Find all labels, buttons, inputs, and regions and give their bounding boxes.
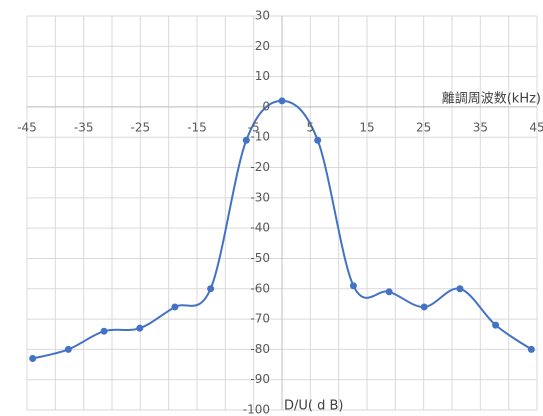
x-tick-label: -15 (187, 120, 207, 134)
x-tick-label: -45 (17, 120, 37, 134)
data-point (171, 303, 179, 311)
data-point (385, 288, 393, 296)
labels: -100-90-80-70-60-50-40-30-20-100102030-4… (17, 9, 543, 416)
x-tick-label: 35 (473, 120, 488, 134)
data-point (242, 136, 250, 144)
data-point (349, 282, 357, 290)
x-tick-label: -25 (131, 120, 151, 134)
y-tick-label: 20 (255, 39, 270, 53)
x-axis-title: 離調周波数(kHz) (442, 91, 541, 106)
y-tick-label: -70 (250, 312, 270, 326)
y-tick-label: -50 (250, 251, 270, 265)
y-axis-title: D/U( d B) (284, 399, 343, 414)
y-tick-label: -60 (250, 281, 270, 295)
x-tick-label: 25 (416, 120, 431, 134)
data-point (64, 345, 72, 353)
data-point (207, 285, 215, 293)
grid (26, 15, 538, 411)
y-tick-label: -40 (250, 221, 270, 235)
y-tick-label: -30 (250, 190, 270, 204)
data-point (492, 321, 500, 329)
data-point (136, 324, 144, 332)
data-point (527, 345, 535, 353)
y-tick-label: -100 (243, 403, 270, 416)
y-tick-label: -10 (250, 130, 270, 144)
data-point (314, 136, 322, 144)
y-tick-label: -80 (250, 342, 270, 356)
x-tick-label: -35 (74, 120, 94, 134)
y-tick-label: -90 (250, 372, 270, 386)
x-tick-label: -5 (248, 120, 260, 134)
x-tick-label: 45 (529, 120, 543, 134)
y-tick-label: 10 (255, 69, 270, 83)
data-point (420, 303, 428, 311)
y-tick-label: -20 (250, 160, 270, 174)
x-tick-label: 5 (307, 120, 315, 134)
x-tick-label: 15 (359, 120, 374, 134)
data-point (278, 97, 286, 105)
y-tick-label: 0 (262, 99, 270, 113)
y-tick-label: 30 (255, 9, 270, 23)
marks (29, 97, 535, 362)
data-point (29, 354, 37, 362)
data-point (456, 285, 464, 293)
data-point (100, 327, 108, 335)
